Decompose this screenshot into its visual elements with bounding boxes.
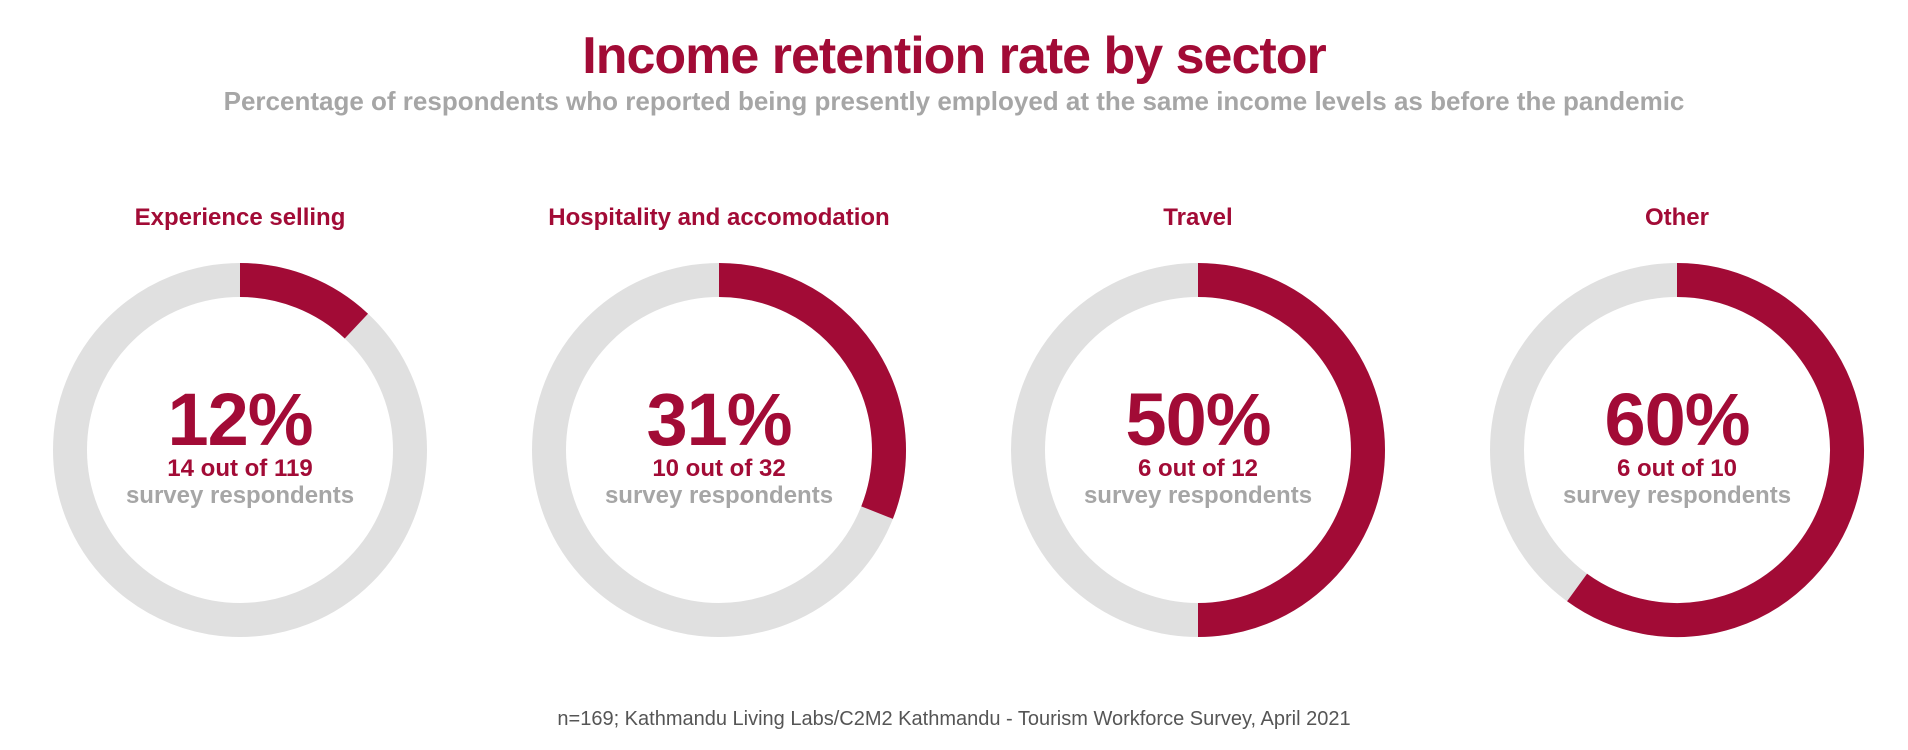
respondent-description: survey respondents — [1083, 482, 1313, 509]
respondent-description: survey respondents — [125, 482, 355, 509]
donut-chart — [532, 263, 906, 637]
respondent-description: survey respondents — [604, 482, 834, 509]
sector-panel-other: Other 60% 6 out of 10 survey respondents — [1487, 200, 1867, 650]
sector-panel-hospitality: Hospitality and accomodation 31% 10 out … — [529, 200, 909, 650]
donut-chart — [1490, 263, 1864, 637]
percent-value: 12% — [167, 378, 313, 461]
donut-segment — [1197, 263, 1385, 637]
respondent-count: 6 out of 12 — [1137, 455, 1258, 482]
percent-value: 50% — [1125, 378, 1271, 461]
panel-title: Travel — [1163, 204, 1233, 231]
donut-chart — [53, 263, 427, 637]
panel-title: Experience selling — [134, 204, 346, 231]
source-note: n=169; Kathmandu Living Labs/C2M2 Kathma… — [557, 708, 1351, 730]
sector-panel-travel: Travel 50% 6 out of 12 survey respondent… — [1008, 200, 1388, 650]
page-subtitle: Percentage of respondents who reported b… — [223, 86, 1685, 116]
percent-value: 60% — [1604, 378, 1750, 461]
respondent-count: 14 out of 119 — [167, 455, 313, 482]
sector-panel-experience-selling: Experience selling 12% 14 out of 119 sur… — [50, 200, 430, 650]
donut-chart — [1011, 263, 1385, 637]
page-title: Income retention rate by sector — [582, 27, 1326, 85]
respondent-count: 6 out of 10 — [1616, 455, 1737, 482]
percent-value: 31% — [646, 378, 792, 461]
donut-segment — [239, 263, 369, 339]
respondent-description: survey respondents — [1562, 482, 1792, 509]
donut-segment — [1567, 263, 1864, 637]
panel-title: Hospitality and accomodation — [548, 204, 890, 231]
panel-title: Other — [1644, 204, 1709, 231]
respondent-count: 10 out of 32 — [652, 455, 786, 482]
donut-segment — [718, 263, 906, 519]
